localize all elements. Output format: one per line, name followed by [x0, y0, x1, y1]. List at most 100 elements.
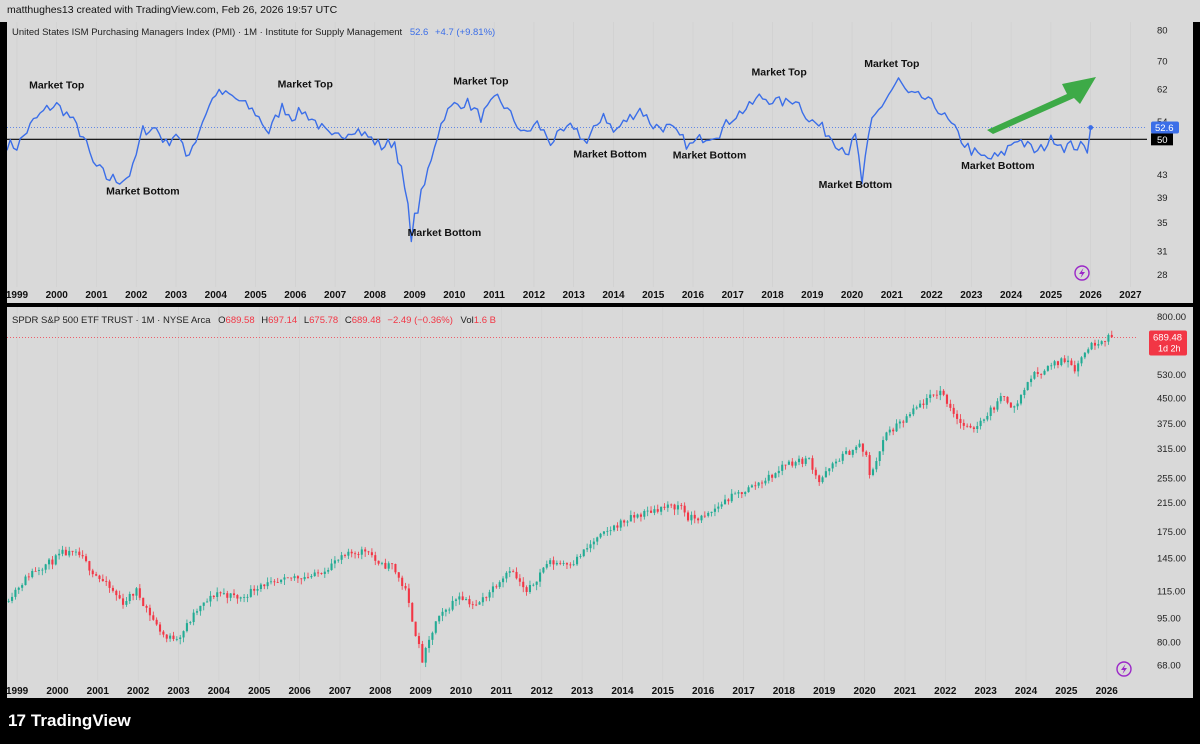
pmi-chart[interactable]: Market Top Market Bottom Market Top Market …: [6, 22, 1193, 303]
candle-body: [845, 451, 848, 454]
spy-y-tick: 95.00: [1157, 613, 1181, 624]
candle-body: [834, 461, 838, 464]
pmi-x-tick: 2013: [563, 290, 586, 301]
candle-body: [185, 623, 188, 632]
candle-body: [58, 553, 61, 556]
candle-body: [1026, 382, 1029, 391]
tradingview-logo[interactable]: 17 TradingView: [8, 711, 131, 731]
candle-body: [757, 482, 760, 486]
spy-x-tick: 2025: [1055, 686, 1078, 697]
candle-body: [465, 599, 468, 600]
pmi-y-axis[interactable]: 8070625443393531285052.6: [1151, 25, 1179, 281]
lightning-icon[interactable]: [1116, 661, 1132, 677]
spy-y-tick: 800.00: [1157, 312, 1186, 323]
candle-body: [700, 515, 703, 521]
spy-high: 697.14: [268, 315, 297, 326]
pmi-y-tick: 43: [1157, 170, 1168, 181]
market-bottom-label: Market Bottom: [573, 148, 647, 160]
candle-body: [895, 423, 898, 432]
candle-body: [774, 473, 777, 478]
pmi-y-tick: 70: [1157, 56, 1168, 67]
candle-body: [1009, 402, 1012, 408]
candle-body: [347, 551, 350, 556]
pmi-x-tick: 2007: [324, 290, 347, 301]
candle-body: [888, 429, 891, 433]
candle-body: [512, 571, 515, 573]
candle-body: [831, 463, 834, 469]
candle-body: [330, 563, 333, 571]
candle-body: [939, 390, 942, 396]
candle-body: [340, 555, 343, 560]
spy-x-tick: 2020: [853, 686, 876, 697]
spy-x-axis[interactable]: 1999 2000 2001 2002 2003 2004 2005 2006 2007 2008…: [6, 682, 1193, 698]
candle-body: [441, 611, 444, 616]
candle-body: [532, 584, 535, 586]
spy-y-axis[interactable]: 800.00680.00530.00450.00375.00315.00255.…: [1149, 312, 1187, 672]
candle-body: [27, 576, 30, 578]
candle-body: [821, 477, 824, 483]
candle-body: [1060, 358, 1063, 366]
pmi-legend-change: +4.7 (+9.81%): [435, 27, 495, 38]
pmi-50-tag-label: 50: [1157, 135, 1168, 146]
candle-body: [105, 581, 108, 582]
candle-body: [434, 621, 437, 633]
candle-body: [172, 635, 175, 640]
candle-body: [212, 595, 215, 597]
candle-body: [552, 560, 555, 565]
candle-body: [498, 582, 501, 587]
candle-body: [660, 506, 663, 512]
candle-body: [438, 615, 441, 622]
candle-body: [471, 604, 474, 606]
candle-body: [407, 588, 410, 603]
candle-body: [421, 644, 424, 663]
candle-body: [259, 584, 262, 590]
candle-body: [481, 597, 484, 603]
pmi-x-tick: 2002: [125, 290, 148, 301]
candle-body: [428, 639, 431, 649]
pmi-x-axis[interactable]: 1999 2000 2001 2002 2003 2004 2005 2006 2007 2008…: [6, 287, 1193, 303]
lightning-icon[interactable]: [1074, 265, 1090, 281]
candle-body: [216, 592, 219, 597]
pmi-x-tick: 2012: [523, 290, 546, 301]
spy-x-tick: 2015: [652, 686, 675, 697]
candle-body: [1107, 334, 1110, 342]
candle-body: [397, 572, 400, 578]
spy-x-tick: 2008: [369, 686, 392, 697]
candle-body: [222, 593, 225, 594]
spy-x-tick: 2011: [491, 686, 513, 697]
candle-body: [972, 427, 975, 430]
candle-body: [932, 394, 935, 396]
pmi-pane[interactable]: Market Top Market Bottom Market Top Market …: [6, 22, 1193, 303]
candle-body: [1043, 370, 1046, 375]
spy-pane[interactable]: 800.00680.00530.00450.00375.00315.00255.…: [6, 307, 1193, 698]
candle-body: [784, 464, 787, 466]
candle-body: [623, 520, 626, 523]
candle-body: [384, 562, 387, 569]
candle-body: [350, 551, 353, 554]
spy-candles: [7, 330, 1113, 668]
candle-body: [152, 615, 155, 620]
candle-body: [902, 421, 905, 423]
pmi-last-value-label: 52.6: [1155, 123, 1174, 134]
candle-body: [31, 570, 34, 578]
spy-chart[interactable]: 800.00680.00530.00450.00375.00315.00255.…: [6, 307, 1193, 698]
candle-body: [579, 556, 582, 557]
candle-body: [269, 581, 273, 583]
market-bottom-label: Market Bottom: [408, 227, 482, 239]
candle-body: [828, 468, 831, 472]
candle-body: [142, 597, 145, 607]
candle-body: [865, 451, 868, 456]
candle-body: [878, 451, 881, 462]
trend-arrow-icon: [987, 77, 1096, 134]
candle-body: [98, 575, 101, 579]
candle-body: [7, 600, 10, 602]
candle-body: [1104, 341, 1107, 342]
spy-x-tick: 2024: [1015, 686, 1038, 697]
candle-body: [11, 596, 14, 601]
candle-body: [1100, 341, 1103, 345]
candle-body: [41, 569, 44, 571]
candle-body: [374, 555, 377, 561]
candle-body: [357, 554, 360, 555]
candle-body: [286, 577, 289, 579]
spy-x-tick: 2002: [127, 686, 150, 697]
